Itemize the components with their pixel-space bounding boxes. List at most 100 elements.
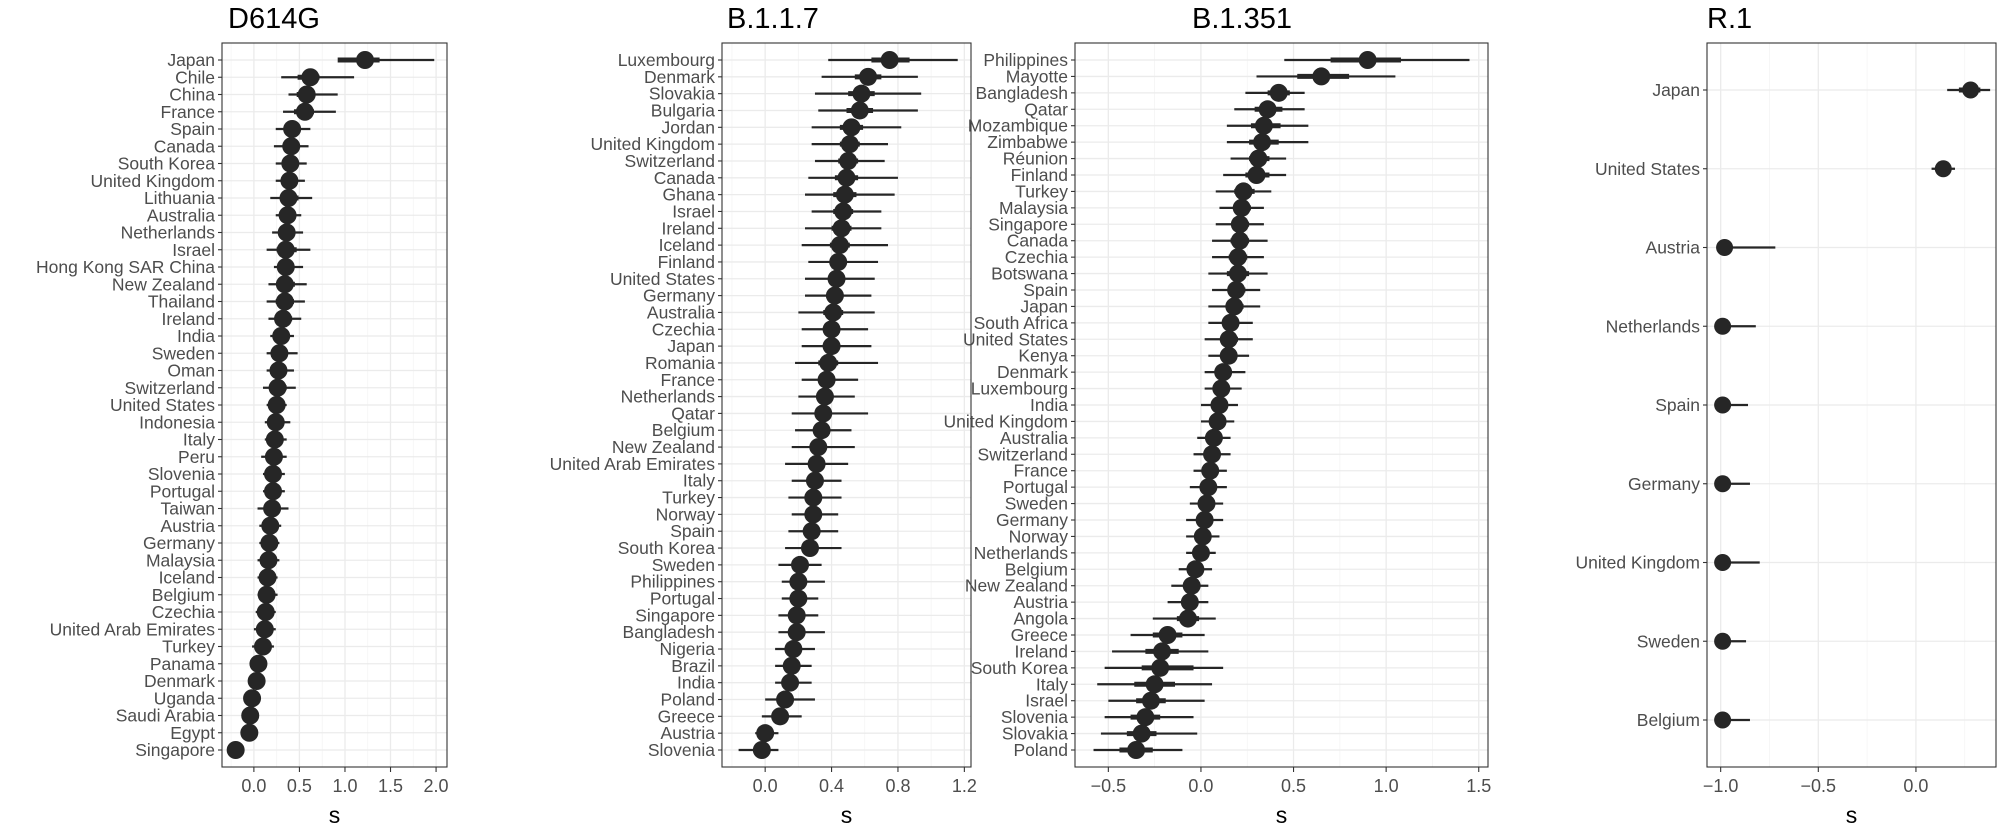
estimate-point [789,572,808,591]
country-label: Denmark [644,67,715,87]
estimate-point [1127,741,1146,759]
country-label: Canada [154,136,216,156]
estimate-point [1132,724,1151,743]
country-label: New Zealand [112,274,215,294]
country-label: Luxembourg [971,379,1068,399]
country-label: Denmark [144,671,215,691]
estimate-point [257,585,276,604]
country-label: Greece [658,706,715,726]
x-tick-label: 1.5 [1466,776,1491,796]
estimate-point [807,454,826,473]
x-tick-label: 0.0 [1903,776,1928,796]
estimate-point [840,135,859,154]
estimate-point [815,387,834,406]
estimate-point [1312,67,1331,86]
estimate-point [880,51,899,69]
country-label: Saudi Arabia [116,706,216,726]
estimate-point [819,353,838,372]
country-label: United Arab Emirates [50,619,216,639]
estimate-point [276,258,295,276]
estimate-point [1136,708,1155,727]
country-label: Singapore [135,740,215,760]
country-label: Japan [1020,296,1068,316]
x-axis-title: s [1846,802,1858,827]
country-label: Peru [178,447,215,467]
x-tick-label: 1.0 [1374,776,1399,796]
country-label: Spain [1655,395,1700,415]
estimate-point [1227,281,1246,299]
estimate-point [1201,461,1220,480]
country-label: Switzerland [978,444,1068,464]
estimate-point [1228,248,1247,267]
estimate-point [1232,198,1251,217]
country-label: Ireland [661,218,715,238]
estimate-point [1934,160,1952,178]
country-label: Slovenia [1001,707,1068,727]
estimate-point [805,471,824,490]
estimate-point [822,337,841,356]
country-label: South Korea [618,538,716,558]
estimate-point [275,275,294,294]
country-label: Italy [183,430,215,450]
estimate-point [1228,264,1247,283]
country-label: Netherlands [974,543,1069,563]
country-label: Romania [645,353,715,373]
estimate-point [269,361,288,380]
panel-frame [721,42,972,768]
estimate-point [1145,675,1164,694]
estimate-point [800,539,819,558]
country-label: Austria [661,723,716,743]
estimate-point [835,185,854,204]
estimate-point [839,151,858,170]
country-label: Slovenia [648,740,715,760]
country-label: Ireland [161,309,215,329]
country-label: Sweden [1005,494,1068,514]
estimate-point [1214,363,1233,382]
estimate-point [817,370,836,389]
country-label: Qatar [1024,99,1068,119]
estimate-point [842,118,861,137]
estimate-point [282,137,301,156]
estimate-point [301,68,320,87]
country-label: Netherlands [1606,316,1701,336]
country-label: Portugal [1003,477,1068,497]
country-label: Czechia [652,319,715,339]
country-label: Switzerland [625,151,715,171]
country-label: Mozambique [968,116,1068,136]
estimate-point [1141,691,1160,710]
estimate-point [272,327,291,345]
x-tick-label: 0.5 [287,776,312,796]
country-label: Qatar [671,403,715,423]
country-label: Ghana [662,185,715,205]
x-tick-label: 0.0 [1188,776,1213,796]
estimate-point [1714,554,1732,571]
estimate-point [752,741,771,759]
estimate-point [1186,560,1205,579]
country-label: Malaysia [999,198,1068,218]
x-axis-title: s [841,802,853,827]
estimate-point [279,189,298,207]
estimate-point [791,555,810,574]
country-label: Uganda [154,688,216,708]
estimate-point [1714,475,1732,493]
estimate-point [1199,478,1218,497]
estimate-point [226,741,245,759]
country-label: India [677,673,715,693]
panel-d614g: D614G JapanChileChinaFranceSpainCanadaSou… [36,3,449,827]
estimate-point [1182,576,1201,595]
country-label: Czechia [152,602,215,622]
country-label: Turkey [162,637,215,657]
country-label: Indonesia [139,412,215,432]
country-label: Thailand [148,292,215,312]
estimate-point [265,430,284,449]
country-label: Canada [654,168,716,188]
x-tick-label: −0.5 [1091,776,1127,796]
country-label: Oman [167,361,215,381]
estimate-point [782,656,801,675]
x-tick-label: 0.5 [1281,776,1306,796]
estimate-point [1158,626,1177,644]
estimate-point [275,292,294,311]
country-label: Israel [172,240,215,260]
estimate-point [356,51,375,69]
estimate-point [274,309,293,328]
